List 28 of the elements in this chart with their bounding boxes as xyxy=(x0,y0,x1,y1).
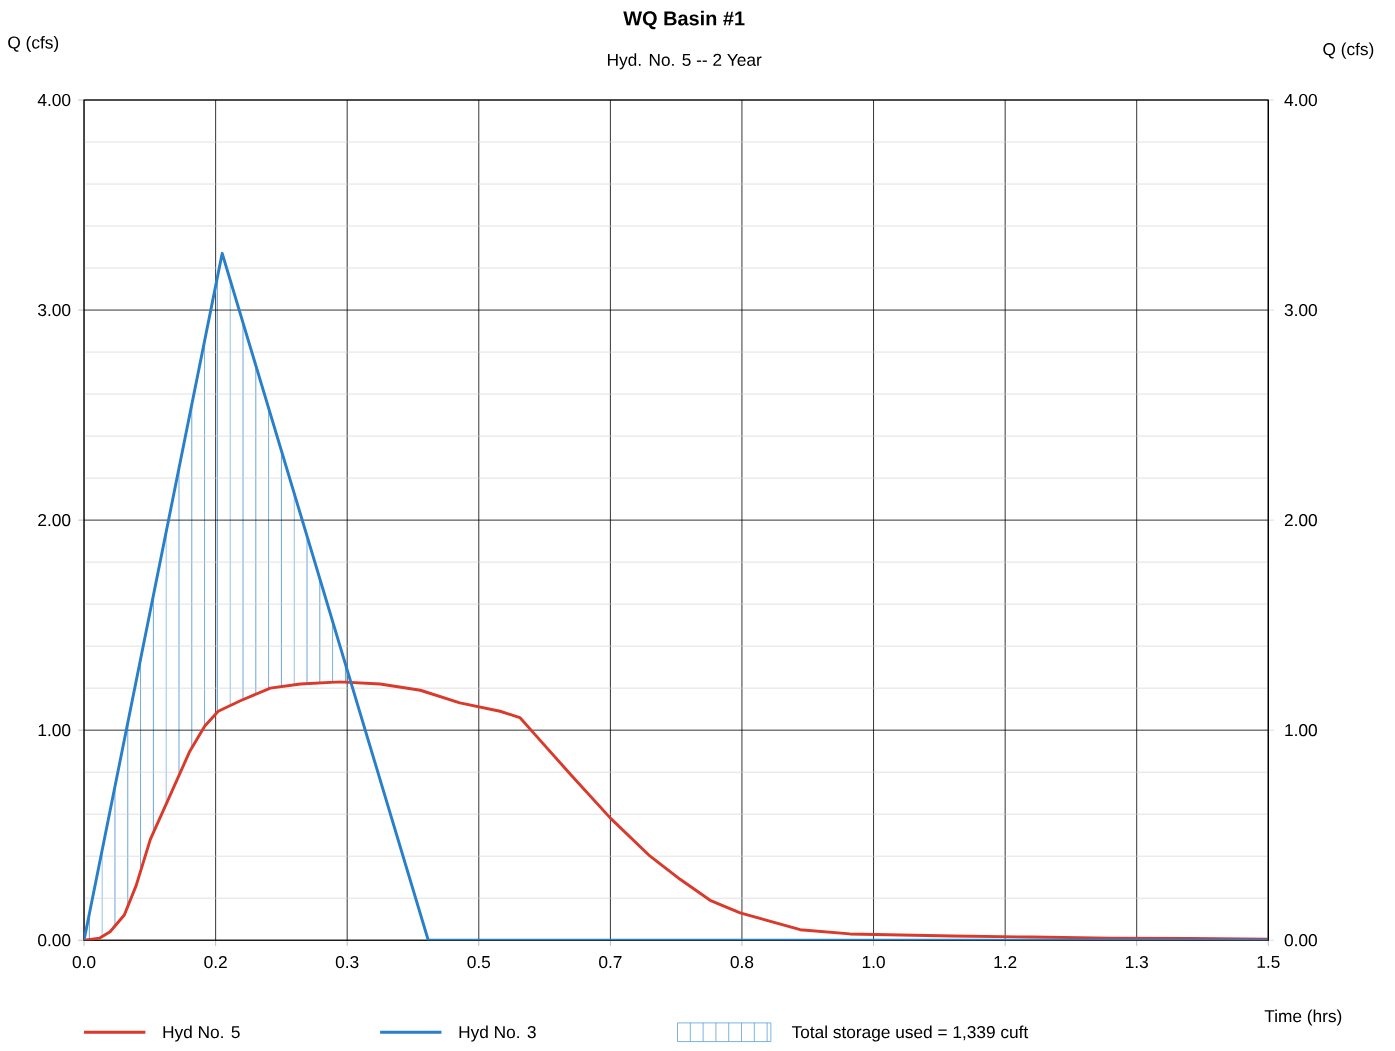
x-tick-label: 1.5 xyxy=(1257,955,1280,969)
y2-tick-label: 1.00 xyxy=(1285,724,1317,737)
x-tick-label: 0.2 xyxy=(204,955,227,969)
chart-subtitle: Hyd. No. 5 -- 2 Year xyxy=(607,53,762,70)
y-tick-label: 2.00 xyxy=(38,514,71,527)
y-tick-label: 4.00 xyxy=(37,93,71,107)
x-tick-label: 0.7 xyxy=(599,955,622,969)
x-tick-label: 0.0 xyxy=(72,955,96,969)
x-tick-label: 0.8 xyxy=(730,955,754,969)
y2-axis-title: Q (cfs) xyxy=(1323,42,1374,59)
x-tick-label: 0.3 xyxy=(335,955,359,969)
x-tick-label: 1.2 xyxy=(994,955,1017,969)
chart-title: WQ Basin #1 xyxy=(623,10,745,30)
y2-tick-label: 2.00 xyxy=(1284,514,1317,527)
x-tick-label: 1.3 xyxy=(1126,955,1148,969)
text: Total storage used = 1,339 cuft xyxy=(791,1025,1029,1042)
x-axis-title: Time (hrs) xyxy=(1264,1009,1342,1026)
y-tick-label: 1.00 xyxy=(38,724,71,737)
y2-tick-label: 4.00 xyxy=(1284,93,1317,107)
x-tick-label: 1.0 xyxy=(862,955,885,969)
legend-label: Hyd No. 5 xyxy=(163,1025,240,1042)
y-tick-label: 3.00 xyxy=(38,303,71,317)
y-tick-label: 0.00 xyxy=(38,934,71,947)
legend-label: Hyd No. 3 xyxy=(459,1025,536,1042)
y2-tick-label: 0.00 xyxy=(1284,934,1317,947)
y2-tick-label: 3.00 xyxy=(1284,303,1317,317)
y-axis-title: Q (cfs) xyxy=(8,35,59,53)
x-tick-label: 0.5 xyxy=(467,955,491,969)
